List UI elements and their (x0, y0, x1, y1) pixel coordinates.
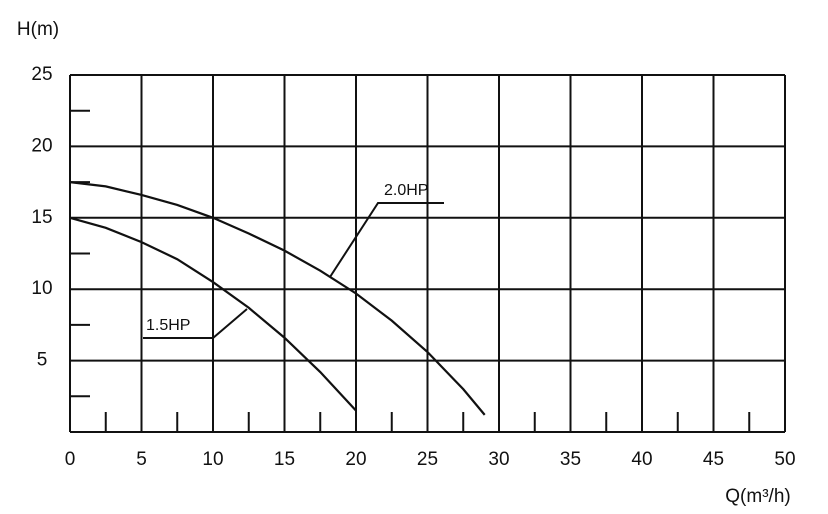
curve (69, 216, 357, 412)
x-tick-label: 45 (703, 449, 724, 470)
x-tick-label: 25 (417, 449, 438, 470)
y-tick-label: 10 (31, 278, 52, 299)
x-tick-label: 5 (136, 449, 147, 470)
x-tick-label: 20 (345, 449, 366, 470)
y-tick-label: 20 (31, 135, 52, 156)
legend-label: 1.5HP (146, 317, 190, 334)
y-tick-label: 15 (31, 207, 52, 228)
y-tick-label: 5 (37, 350, 48, 371)
x-axis-label: Q(m³/h) (725, 486, 790, 507)
x-tick-label: 0 (65, 449, 76, 470)
y-tick-label: 25 (31, 64, 52, 85)
x-tick-label: 10 (202, 449, 223, 470)
y-axis-label: H(m) (17, 19, 59, 40)
legend-label: 2.0HP (384, 182, 428, 199)
x-tick-label: 50 (774, 449, 795, 470)
x-tick-label: 40 (631, 449, 652, 470)
x-tick-label: 30 (488, 449, 509, 470)
leader-line (329, 202, 444, 278)
x-tick-label: 15 (274, 449, 295, 470)
curve (69, 181, 486, 416)
leader-line (143, 308, 248, 339)
x-tick-label: 35 (560, 449, 581, 470)
